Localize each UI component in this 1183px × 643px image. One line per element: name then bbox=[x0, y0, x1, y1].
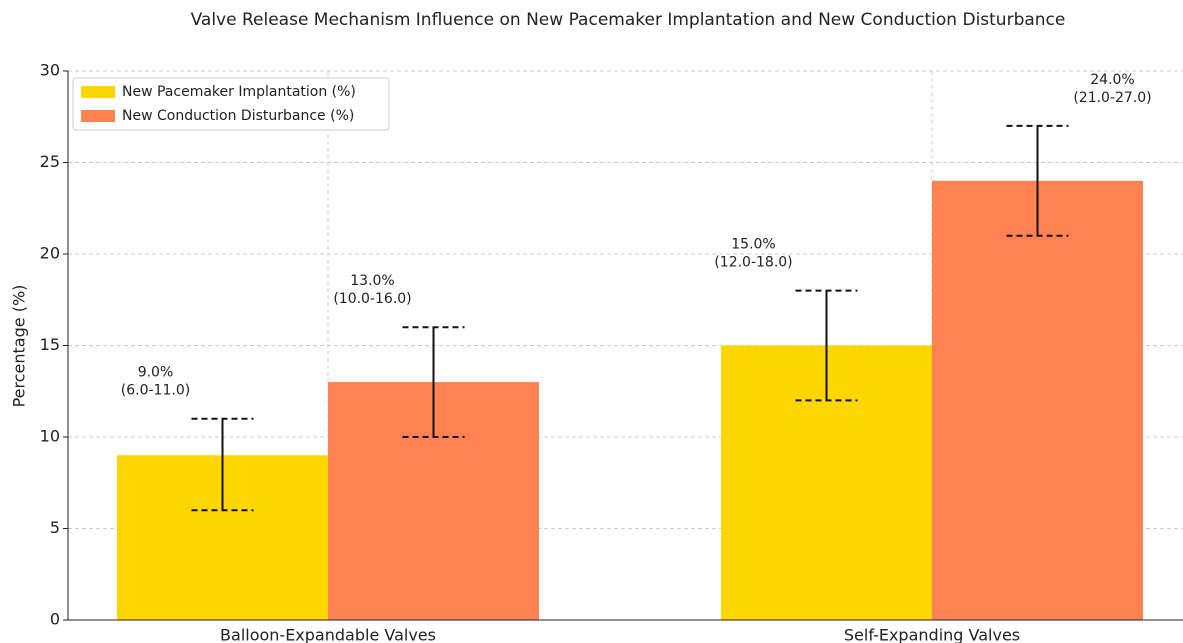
legend-swatch bbox=[81, 110, 115, 122]
data-label: 9.0% bbox=[138, 365, 174, 381]
x-tick-label: Self-Expanding Valves bbox=[844, 626, 1020, 643]
legend-box bbox=[72, 77, 390, 131]
chart-title: Valve Release Mechanism Influence on New… bbox=[191, 10, 1066, 30]
ci-label: (10.0-16.0) bbox=[333, 291, 411, 307]
y-axis-label: Percentage (%) bbox=[10, 285, 29, 408]
ci-label: (21.0-27.0) bbox=[1073, 90, 1151, 106]
legend-label: New Conduction Disturbance (%) bbox=[122, 108, 354, 124]
legend-swatch bbox=[81, 86, 115, 98]
y-tick-label: 25 bbox=[40, 152, 60, 171]
y-tick-label: 20 bbox=[40, 244, 60, 263]
ci-label: (12.0-18.0) bbox=[714, 255, 792, 271]
y-tick-label: 0 bbox=[50, 610, 60, 629]
y-tick-label: 10 bbox=[40, 427, 60, 446]
y-tick-label: 5 bbox=[50, 518, 60, 537]
legend-label: New Pacemaker Implantation (%) bbox=[122, 84, 356, 100]
bar bbox=[932, 180, 1143, 621]
y-tick-label: 30 bbox=[40, 61, 60, 80]
y-tick-label: 15 bbox=[40, 335, 60, 354]
ci-label: (6.0-11.0) bbox=[121, 383, 190, 399]
data-label: 13.0% bbox=[350, 273, 394, 289]
x-tick-label: Balloon-Expandable Valves bbox=[220, 626, 436, 643]
data-label: 15.0% bbox=[731, 237, 775, 253]
data-label: 24.0% bbox=[1090, 72, 1134, 88]
